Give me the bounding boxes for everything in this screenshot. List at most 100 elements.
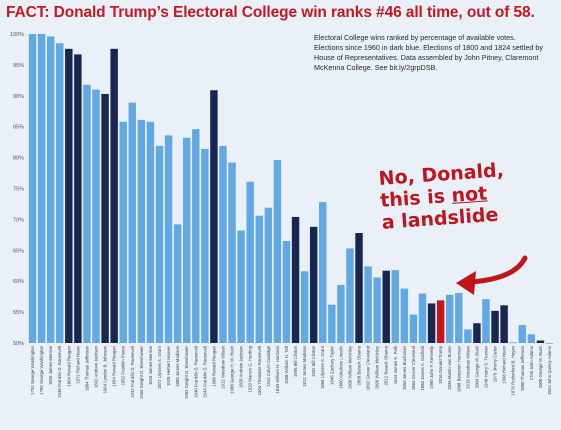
x-tick-label: 1936 Franklin D. Roosevelt [57, 345, 62, 398]
x-tick-label: 1972 Richard Nixon [75, 345, 80, 383]
x-tick-label: 1904 Theodore Roosevelt [257, 345, 262, 395]
y-tick-label: 70% [13, 217, 24, 223]
y-tick-label: 55% [13, 310, 24, 316]
bar [56, 43, 64, 344]
bar [364, 266, 372, 343]
y-tick-label: 95% [13, 63, 24, 69]
x-tick-label: 1912 Woodrow Wilson [220, 345, 225, 389]
y-tick-label: 60% [13, 279, 24, 285]
bar [328, 304, 336, 343]
bar [155, 145, 164, 343]
bar [92, 89, 100, 344]
bar [545, 343, 554, 344]
x-tick-label: 1848 Zachary Taylor [329, 345, 334, 384]
x-tick-label: 1924 Calvin Coolidge [266, 345, 271, 386]
bar [300, 271, 309, 343]
x-tick-label: 1916 Woodrow Wilson [465, 345, 470, 389]
bar [509, 342, 517, 344]
bar [182, 137, 191, 343]
x-tick-label: 1896 William McKinley [375, 345, 380, 389]
y-tick-label: 65% [13, 248, 24, 254]
bar [246, 181, 254, 343]
x-tick-label: 1980 Ronald Reagan [211, 345, 216, 386]
x-tick-label: 2004 George W. Bush [474, 345, 479, 388]
x-tick-label: 1960 John F. Kennedy [429, 345, 434, 389]
y-tick-label: 80% [13, 156, 24, 162]
x-tick-label: 1812 James Madison [302, 345, 307, 386]
bar [164, 135, 173, 343]
chart-title: FACT: Donald Trump’s Electoral College w… [6, 4, 535, 21]
x-tick-label: 1948 Harry S. Truman [483, 345, 488, 388]
bar [436, 300, 445, 343]
bar [445, 294, 454, 343]
bar [228, 162, 236, 343]
bar [355, 233, 363, 343]
bar [128, 102, 137, 343]
bar [219, 145, 227, 343]
bar [110, 48, 118, 343]
x-tick-label: 1984 Ronald Reagan [112, 345, 117, 386]
bar [210, 90, 218, 344]
y-tick-label: 50% [13, 341, 24, 347]
bar [173, 224, 182, 343]
x-tick-label: 1956 Dwight D. Eisenhower [139, 345, 144, 399]
x-tick-label: 1900 William McKinley [347, 345, 352, 389]
x-tick-label: 1920 Warren G. Harding [248, 345, 253, 392]
x-tick-label: 1820 James Monroe [48, 345, 53, 385]
bar [473, 323, 481, 343]
bar [309, 226, 318, 343]
bar [382, 270, 390, 343]
x-tick-label: 1892 Grover Cleveland [366, 345, 371, 390]
x-tick-label: 1884 Grover Cleveland [411, 345, 416, 390]
bar [491, 310, 499, 343]
x-tick-label: 1864 Ronald Reagan [66, 345, 71, 386]
x-tick-label: 1856 James Buchanan [402, 345, 407, 390]
x-tick-label: 1952 Dwight D. Eisenhower [184, 345, 189, 399]
bar [409, 314, 418, 343]
x-tick-label: 1940 Franklin D. Roosevelt [193, 345, 198, 398]
x-tick-label: 1796 John Adams [529, 346, 534, 380]
x-tick-label: 1932 Franklin D. Roosevelt [130, 345, 135, 398]
bar [46, 36, 55, 343]
y-tick-label: 90% [13, 94, 24, 100]
x-tick-label: 1876 Rutherford B. Hayes [511, 346, 516, 396]
bar [418, 293, 427, 343]
x-tick-label: 1992 Bill Clinton [311, 345, 316, 377]
bar [346, 248, 354, 343]
bar [373, 277, 381, 343]
x-tick-label: 1880 James A. Garfield [420, 345, 425, 390]
bar [400, 288, 409, 343]
x-tick-label: 1908 William H. Taft [284, 345, 289, 384]
bar [518, 325, 526, 343]
x-tick-label: 1800 Thomas Jefferson [520, 345, 525, 391]
bar [391, 270, 400, 343]
chart-note: Electoral College wins ranked by percent… [314, 33, 543, 72]
x-tick-label: 1836 Martin Van Buren [447, 345, 452, 389]
x-tick-label: 1792 George Washington [30, 345, 35, 394]
bar [482, 299, 490, 343]
x-tick-label: 1789 George Washington [39, 345, 44, 394]
bar [237, 230, 245, 343]
bar [83, 84, 91, 344]
x-tick-label: 1944 Franklin D. Roosevelt [202, 345, 207, 398]
bar [427, 303, 436, 343]
y-tick-label: 100% [10, 32, 24, 38]
y-tick-label: 85% [13, 125, 24, 131]
bar [464, 329, 472, 343]
x-tick-label: 2016 Donald Trump [438, 345, 443, 383]
bar [291, 216, 300, 343]
x-tick-label: 1988 George H. W. Bush [230, 345, 235, 393]
bar [119, 121, 127, 343]
bar [137, 119, 146, 344]
bar [255, 215, 263, 343]
bar [319, 202, 327, 343]
bar [273, 160, 282, 343]
bar [101, 93, 109, 343]
y-tick-label: 75% [13, 187, 24, 193]
x-tick-label: 2000 George W. Bush [538, 345, 543, 388]
x-tick-label: 1996 Bill Clinton [293, 345, 298, 377]
x-tick-label: 1852 Franklin Pierce [121, 345, 126, 385]
bar [264, 207, 273, 343]
x-tick-label: 1928 Herbert Hoover [166, 345, 171, 386]
